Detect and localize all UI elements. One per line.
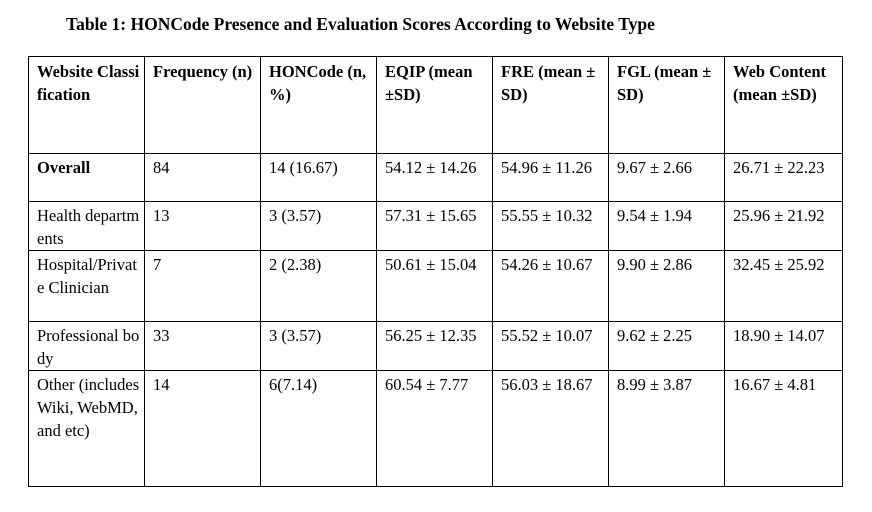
cell-web-content: 18.90 ± 14.07 [724,321,843,371]
cell-eqip: 60.54 ± 7.77 [376,370,493,487]
cell-honcode: 14 (16.67) [260,153,377,202]
header-row: Website Classification Frequency (n) HON… [28,56,843,154]
cell-fre: 54.96 ± 11.26 [492,153,609,202]
cell-frequency: 33 [144,321,261,371]
cell-web-content: 26.71 ± 22.23 [724,153,843,202]
cell-web-content: 25.96 ± 21.92 [724,201,843,251]
cell-fre: 56.03 ± 18.67 [492,370,609,487]
cell-fre: 54.26 ± 10.67 [492,250,609,322]
header-cell-eqip: EQIP (mean ±SD) [376,56,493,154]
cell-fgl: 9.90 ± 2.86 [608,250,725,322]
header-cell-website-classification: Website Classification [28,56,145,154]
cell-eqip: 57.31 ± 15.65 [376,201,493,251]
cell-fgl: 8.99 ± 3.87 [608,370,725,487]
header-cell-fgl: FGL (mean ± SD) [608,56,725,154]
cell-frequency: 13 [144,201,261,251]
table-row: Professional body 33 3 (3.57) 56.25 ± 12… [28,321,843,371]
cell-fgl: 9.54 ± 1.94 [608,201,725,251]
header-cell-web-content: Web Content (mean ±SD) [724,56,843,154]
cell-classification: Professional body [28,321,145,371]
cell-frequency: 7 [144,250,261,322]
cell-fre: 55.52 ± 10.07 [492,321,609,371]
cell-honcode: 3 (3.57) [260,201,377,251]
table-row: Overall 84 14 (16.67) 54.12 ± 14.26 54.9… [28,153,843,202]
cell-frequency: 14 [144,370,261,487]
cell-fgl: 9.62 ± 2.25 [608,321,725,371]
cell-classification: Health departments [28,201,145,251]
header-cell-honcode: HONCode (n, %) [260,56,377,154]
cell-fgl: 9.67 ± 2.66 [608,153,725,202]
cell-honcode: 3 (3.57) [260,321,377,371]
cell-frequency: 84 [144,153,261,202]
table-row: Health departments 13 3 (3.57) 57.31 ± 1… [28,201,843,251]
cell-web-content: 32.45 ± 25.92 [724,250,843,322]
cell-web-content: 16.67 ± 4.81 [724,370,843,487]
cell-classification: Hospital/Private Clinician [28,250,145,322]
cell-honcode: 6(7.14) [260,370,377,487]
cell-eqip: 54.12 ± 14.26 [376,153,493,202]
table-row: Other (includes Wiki, WebMD, and etc) 14… [28,370,843,487]
cell-eqip: 56.25 ± 12.35 [376,321,493,371]
data-table: Website Classification Frequency (n) HON… [28,56,843,487]
header-cell-fre: FRE (mean ± SD) [492,56,609,154]
header-cell-frequency: Frequency (n) [144,56,261,154]
table-row: Hospital/Private Clinician 7 2 (2.38) 50… [28,250,843,322]
cell-classification: Other (includes Wiki, WebMD, and etc) [28,370,145,487]
cell-eqip: 50.61 ± 15.04 [376,250,493,322]
cell-classification: Overall [28,153,145,202]
table-caption: Table 1: HONCode Presence and Evaluation… [66,14,655,34]
cell-honcode: 2 (2.38) [260,250,377,322]
cell-fre: 55.55 ± 10.32 [492,201,609,251]
